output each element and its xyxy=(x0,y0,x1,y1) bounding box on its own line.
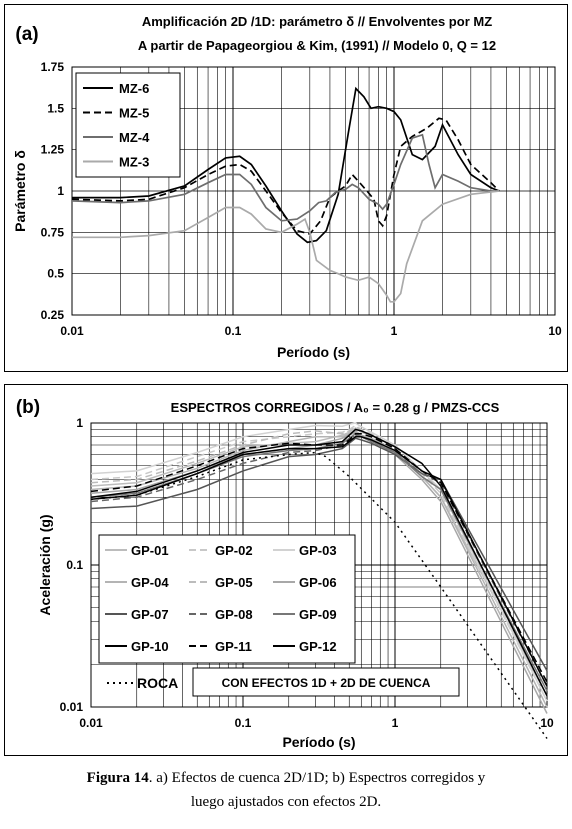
chart-b-legend-label: GP-04 xyxy=(131,575,169,590)
chart-a-legend: MZ-6 MZ-5 MZ-4 MZ-3 xyxy=(75,72,181,178)
chart-a-series-line xyxy=(71,117,500,235)
chart-a-y-axis-label: Parámetro δ xyxy=(12,150,28,232)
chart-a-title: Amplificación 2D /1D: parámetro δ // Env… xyxy=(142,14,492,29)
chart-a-legend-label: MZ-5 xyxy=(119,106,149,121)
chart-b-note-box xyxy=(192,667,460,697)
chart-b-legend-label: GP-08 xyxy=(215,607,253,622)
chart-b-series-line xyxy=(90,436,548,687)
chart-b-y-tick-label: 0.1 xyxy=(66,558,83,572)
figure-caption-line1: Figura 14. a) Efectos de cuenca 2D/1D; b… xyxy=(0,770,572,787)
chart-b-series-line xyxy=(90,422,548,702)
chart-a-y-tick-label: 0.5 xyxy=(47,267,64,281)
chart-a-x-tick-label: 0.01 xyxy=(60,324,84,338)
chart-a-x-axis-label: Período (s) xyxy=(277,344,350,360)
chart-a-legend-label: MZ-4 xyxy=(119,130,150,145)
chart-a-y-tick-label: 1.5 xyxy=(47,101,64,115)
chart-a-svg: (a) Amplificación 2D /1D: parámetro δ // … xyxy=(12,14,562,360)
chart-b-legend-label: GP-01 xyxy=(131,543,169,558)
chart-b-legend-label: GP-05 xyxy=(215,575,253,590)
chart-a-x-tick-label: 1 xyxy=(391,324,398,338)
chart-a-legend-box xyxy=(75,72,181,178)
panel-label-a: (a) xyxy=(15,24,38,45)
chart-b-legend-label: GP-06 xyxy=(299,575,337,590)
figure-caption-text1: . a) Efectos de cuenca 2D/1D; b) Espectr… xyxy=(148,770,486,786)
chart-b-legend-label: GP-12 xyxy=(299,639,337,654)
chart-a-grid xyxy=(72,67,555,315)
chart-b-y-tick-label: 0.01 xyxy=(60,700,84,714)
chart-a-series-line xyxy=(72,86,500,244)
panel-label-b: (b) xyxy=(16,397,40,418)
chart-b-legend-label: GP-07 xyxy=(131,607,169,622)
chart-a-legend-label: MZ-3 xyxy=(119,155,149,170)
chart-panel-b: (b) ESPECTROS CORREGIDOS / A₀ = 0.28 g / … xyxy=(4,384,568,756)
chart-b-x-tick-label: 0.01 xyxy=(79,716,103,730)
chart-b-legend-label: GP-02 xyxy=(215,543,253,558)
figure-caption-label: Figura 14 xyxy=(86,770,149,786)
chart-b-x-tick-label: 10 xyxy=(540,716,554,730)
chart-a-y-tick-label: 0.75 xyxy=(41,225,65,239)
chart-a-legend-label: MZ-6 xyxy=(119,81,149,96)
chart-a-x-tick-label: 10 xyxy=(548,324,562,338)
chart-b-legend: GP-01 GP-02 GP-03 GP-04 GP-05 GP-06 GP-07 GP-08… xyxy=(98,534,356,691)
chart-a-series-line xyxy=(71,133,500,222)
chart-b-legend-box xyxy=(98,534,356,664)
figure-caption-line2: luego ajustados con efectos 2D. xyxy=(190,794,382,810)
chart-b-legend-label: GP-09 xyxy=(299,607,337,622)
chart-b-series-line xyxy=(90,428,548,697)
chart-b-legend-label: GP-03 xyxy=(299,543,337,558)
chart-a-y-tick-label: 1.25 xyxy=(41,143,65,157)
chart-b-svg: (b) ESPECTROS CORREGIDOS / A₀ = 0.28 g / … xyxy=(16,397,554,750)
chart-b-legend-label: GP-11 xyxy=(215,639,252,654)
chart-b-x-tick-label: 0.1 xyxy=(235,716,252,730)
chart-b-x-axis-label: Período (s) xyxy=(282,734,355,750)
chart-a-subtitle: A partir de Papageorgiou & Kim, (1991) /… xyxy=(138,38,496,53)
chart-b-y-axis-label: Aceleración (g) xyxy=(37,514,53,615)
chart-b-legend-label: GP-10 xyxy=(131,639,169,654)
chart-b-legend-label: ROCA xyxy=(137,675,178,691)
chart-b-y-tick-label: 1 xyxy=(76,416,83,430)
chart-a-x-tick-label: 0.1 xyxy=(225,324,242,338)
chart-a-y-tick-label: 0.25 xyxy=(41,308,65,322)
chart-b-note-text: CON EFECTOS 1D + 2D DE CUENCA xyxy=(222,676,431,690)
chart-b-title: ESPECTROS CORREGIDOS / A₀ = 0.28 g / PMZ… xyxy=(171,400,500,415)
chart-b-series-line xyxy=(90,425,548,697)
chart-a-y-tick-label: 1.75 xyxy=(41,60,65,74)
chart-a-y-tick-label: 1 xyxy=(57,184,64,198)
chart-b-x-tick-label: 1 xyxy=(392,716,399,730)
chart-a-series-line xyxy=(72,190,500,303)
chart-panel-a: (a) Amplificación 2D /1D: parámetro δ // … xyxy=(4,4,568,372)
